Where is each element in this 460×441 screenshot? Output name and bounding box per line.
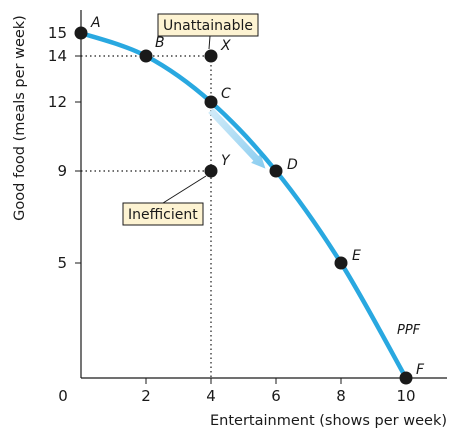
inefficient-annotation: Inefficient <box>122 202 204 226</box>
y-tick-label: 9 <box>57 162 67 180</box>
x-tick-label: 6 <box>271 387 281 405</box>
point-c <box>204 95 218 109</box>
arrow-layer <box>208 108 266 169</box>
y-axis-title: Good food (meals per week) <box>12 15 28 221</box>
inefficient-annotation-text: Inefficient <box>128 207 198 223</box>
point-label-d: D <box>287 157 298 173</box>
point-label-f: F <box>416 362 425 378</box>
point-b <box>139 49 153 63</box>
point-a <box>74 26 88 40</box>
unattainable-pointer <box>208 35 211 50</box>
points-layer <box>74 26 413 385</box>
point-x <box>204 49 218 63</box>
point-label-e: E <box>352 248 361 264</box>
curve-label: PPF <box>397 323 421 338</box>
point-e <box>334 256 348 270</box>
x-axis-title: Entertainment (shows per week) <box>210 413 447 429</box>
point-y <box>204 164 218 178</box>
axes: 0 2 4 6 8 10 15 14 12 9 5 Entertainment (shows per … <box>12 10 447 429</box>
point-label-b: B <box>155 35 165 51</box>
x-tick-label: 2 <box>141 387 151 405</box>
point-label-x: X <box>220 38 231 54</box>
point-label-a: A <box>90 15 101 31</box>
y-tick-label: 15 <box>48 24 67 42</box>
x-tick-label: 10 <box>396 387 415 405</box>
y-tick-label: 12 <box>48 93 67 111</box>
point-d <box>269 164 283 178</box>
dotted-guides <box>81 55 212 378</box>
inefficient-pointer <box>162 175 207 204</box>
x-tick-label: 4 <box>206 387 216 405</box>
unattainable-annotation: Unattainable <box>157 13 259 37</box>
labels-layer: A B C D E F X Y PPF Unattainable Inefficient <box>90 13 425 378</box>
x-tick-label: 8 <box>336 387 346 405</box>
y-tick-label: 5 <box>57 254 67 272</box>
point-f <box>399 371 413 385</box>
movement-arrow <box>208 108 266 169</box>
point-label-c: C <box>221 86 231 102</box>
y-tick-label: 14 <box>48 47 67 65</box>
point-label-y: Y <box>221 153 231 169</box>
x-tick-label: 0 <box>58 387 68 405</box>
unattainable-annotation-text: Unattainable <box>163 18 253 34</box>
unattainable-annotation-box <box>157 13 259 37</box>
